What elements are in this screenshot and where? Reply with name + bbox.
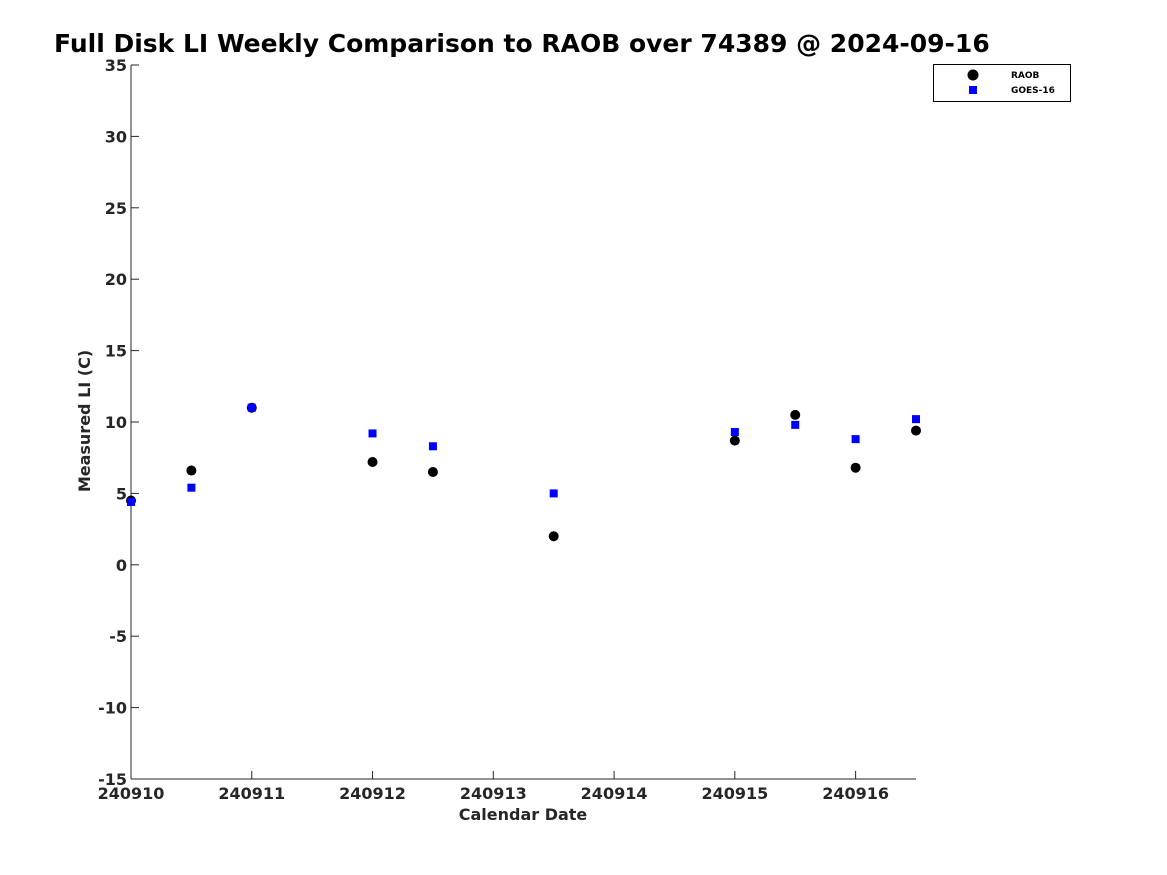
y-axis-label: Measured LI (C) [75,350,94,492]
x-tick-label: 240915 [701,784,768,803]
y-tick-label: 5 [116,484,127,503]
raob-point [850,462,861,473]
y-tick-label: 20 [105,270,127,289]
goes16-point [549,489,558,498]
x-tick-label: 240911 [218,784,285,803]
x-tick-label: 240910 [98,784,165,803]
raob-point [186,465,197,476]
x-tick-label: 240912 [339,784,406,803]
goes16-point [187,483,196,492]
y-tick-label: -15 [98,770,127,789]
y-tick-label: -10 [98,699,127,718]
raob-point [729,435,740,446]
raob-point [911,425,921,436]
axes [130,64,916,780]
x-tick-label: 240914 [581,784,648,803]
goes16-point [791,420,800,429]
x-tick-label: 240916 [822,784,889,803]
goes16-point [851,435,860,444]
data-points [126,402,921,542]
goes16-point [912,415,920,424]
y-tick-label: 25 [105,199,127,218]
y-tick-label: 15 [105,342,127,361]
legend-box [933,64,1071,102]
y-tick-label: 0 [116,556,127,575]
legend-raob-marker [967,69,979,81]
y-tick-label: 10 [105,413,127,432]
raob-point [367,456,378,467]
legend-label: RAOB [1011,71,1040,81]
x-axis-label: Calendar Date [459,805,588,824]
legend-label: GOES-16 [1011,86,1055,96]
raob-point [548,531,559,542]
raob-point [427,466,438,477]
legend: RAOB GOES-16 [933,64,1071,102]
goes16-point [247,403,256,412]
y-tick-label: 35 [105,56,127,75]
goes16-point [428,442,437,451]
goes16-point [730,427,739,436]
x-tick-label: 240913 [460,784,527,803]
goes16-point [127,497,135,506]
chart-title: Full Disk LI Weekly Comparison to RAOB o… [54,29,990,58]
raob-point [790,409,801,420]
y-tick-label: 30 [105,127,127,146]
y-tick-label: -5 [109,627,127,646]
legend-goes16-marker [969,86,977,94]
goes16-point [368,429,377,438]
